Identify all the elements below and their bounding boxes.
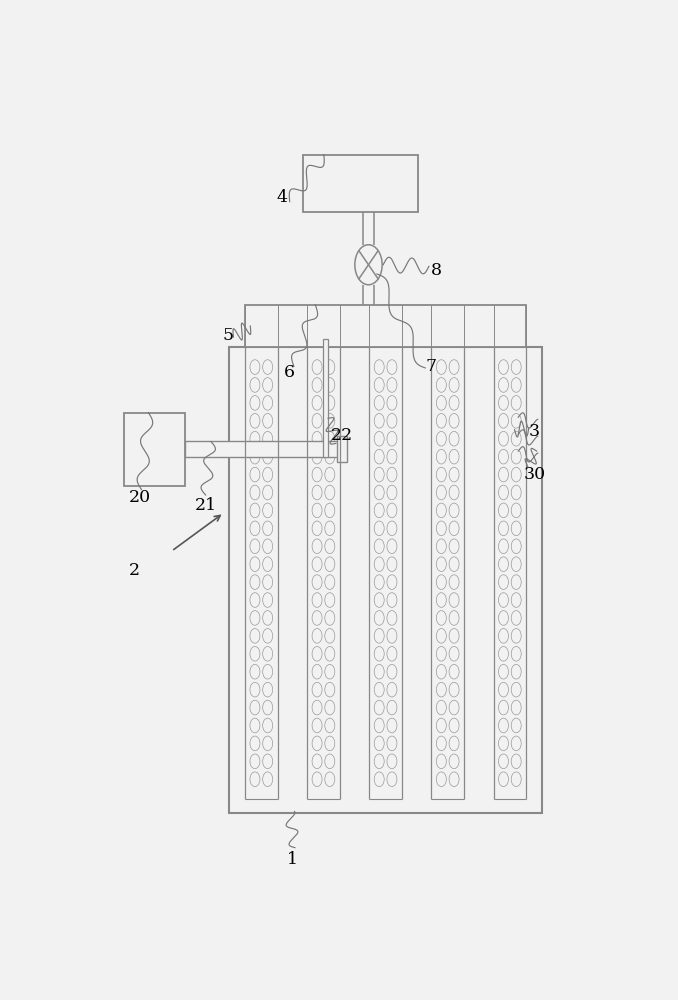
Circle shape xyxy=(355,245,382,285)
Text: 3: 3 xyxy=(528,423,540,440)
Text: 4: 4 xyxy=(277,188,287,206)
Bar xyxy=(303,155,418,212)
Text: 22: 22 xyxy=(331,427,353,444)
Text: 7: 7 xyxy=(426,358,437,375)
Text: 1: 1 xyxy=(287,851,298,868)
Bar xyxy=(184,441,342,457)
Text: 20: 20 xyxy=(129,489,151,506)
Bar xyxy=(245,305,526,347)
Text: 2: 2 xyxy=(129,562,140,579)
Bar xyxy=(323,339,328,457)
Bar xyxy=(229,347,542,813)
Bar xyxy=(337,436,346,462)
Text: 8: 8 xyxy=(431,262,442,279)
Text: 21: 21 xyxy=(195,496,217,514)
Text: 6: 6 xyxy=(284,364,295,381)
Text: 5: 5 xyxy=(222,327,233,344)
Text: 30: 30 xyxy=(524,466,546,483)
Bar xyxy=(124,413,184,486)
